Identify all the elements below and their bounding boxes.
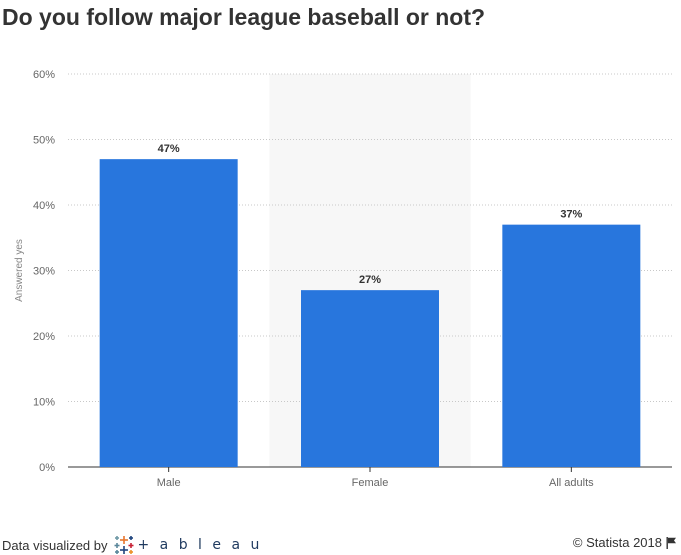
credit-label: Data visualized by — [2, 537, 108, 553]
x-tick-label: All adults — [549, 477, 594, 489]
tableau-logo[interactable]: + a b l e a u — [113, 535, 263, 555]
y-tick-label: 20% — [33, 331, 55, 343]
footer-copyright: © Statista 2018 — [573, 535, 677, 550]
chart-title: Do you follow major league baseball or n… — [2, 4, 486, 30]
y-tick-label: 30% — [33, 266, 55, 278]
copyright-text: © Statista 2018 — [572, 535, 662, 550]
y-axis-title: Answered yes — [14, 239, 25, 302]
tableau-logo-icon — [114, 536, 133, 554]
bar — [301, 290, 439, 467]
bar — [502, 224, 641, 467]
tableau-wordmark: + a b l e a u — [137, 537, 263, 553]
bar-chart: 0% 10% 20% 30% 40% 50% 60% 47% Male 27% Female 37% A… — [14, 69, 672, 489]
y-tick-label: 50% — [33, 135, 55, 147]
y-tick-label: 60% — [33, 69, 55, 81]
flag-icon[interactable] — [666, 536, 677, 549]
y-tick-label: 10% — [33, 397, 55, 409]
x-tick-label: Female — [352, 477, 389, 489]
bar — [99, 159, 238, 467]
data-label: 27% — [359, 274, 381, 286]
data-label: 47% — [158, 143, 180, 155]
y-tick-label: 0% — [39, 462, 55, 474]
data-label: 37% — [560, 209, 582, 221]
y-tick-label: 40% — [33, 200, 55, 212]
x-tick-label: Male — [157, 477, 181, 489]
footer-credit: Data visualized by + a b l e a u — [2, 535, 262, 555]
